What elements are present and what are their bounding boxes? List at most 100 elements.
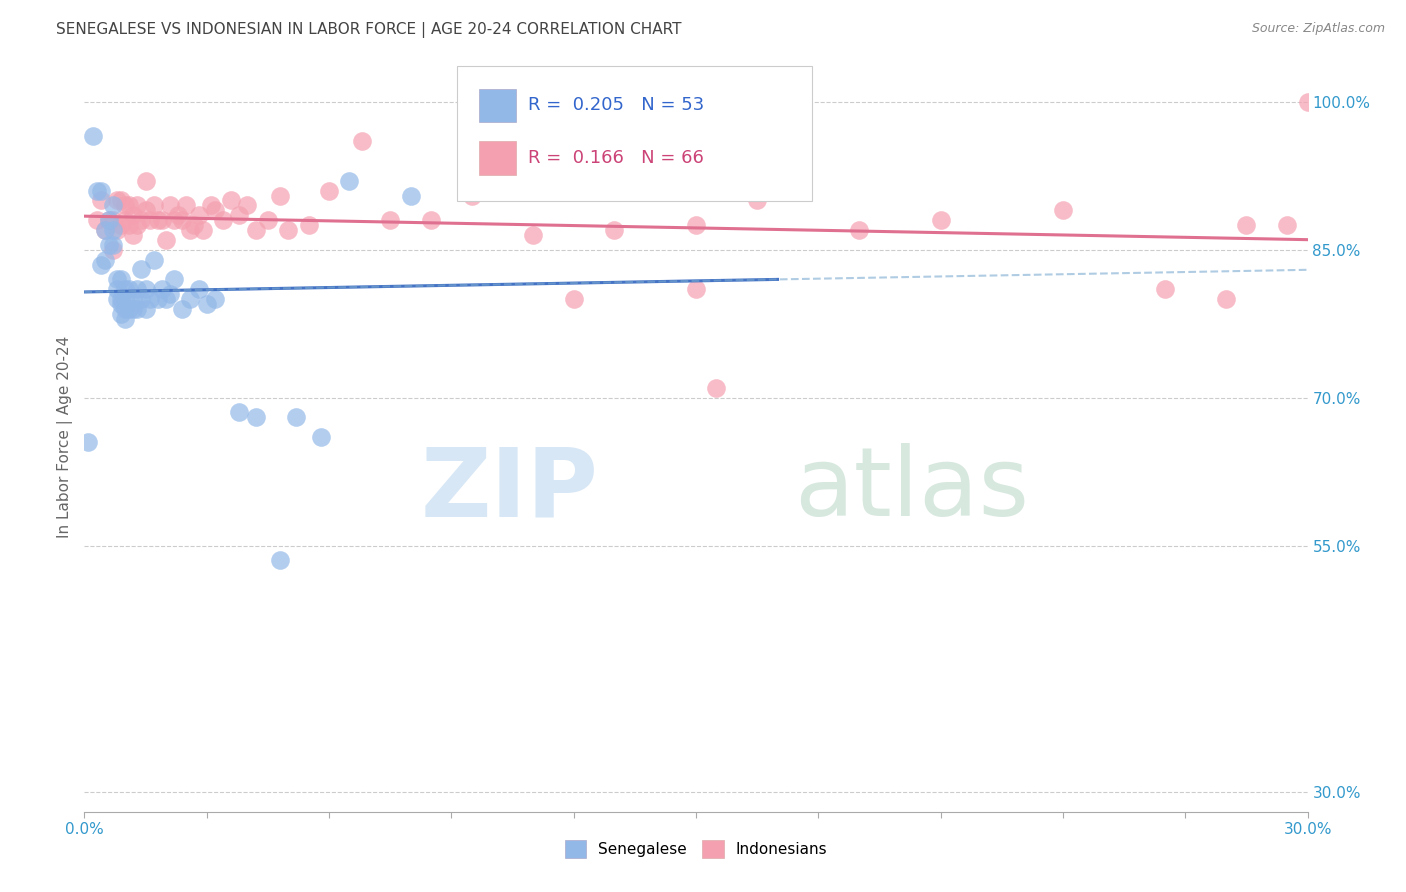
- Point: [127, 218, 149, 232]
- Point: [90, 194, 112, 208]
- Text: R =  0.166   N = 66: R = 0.166 N = 66: [529, 149, 704, 167]
- Point: [93, 223, 115, 237]
- Point: [93, 252, 115, 267]
- Point: [257, 213, 280, 227]
- Point: [110, 272, 132, 286]
- FancyBboxPatch shape: [457, 66, 813, 201]
- Legend: Senegalese, Indonesians: Senegalese, Indonesians: [558, 834, 834, 864]
- Point: [163, 213, 186, 227]
- Point: [105, 223, 128, 237]
- Point: [131, 292, 153, 306]
- Point: [122, 227, 145, 242]
- Point: [114, 213, 136, 227]
- FancyBboxPatch shape: [479, 141, 516, 175]
- Point: [174, 198, 197, 212]
- Point: [122, 208, 145, 222]
- Point: [747, 194, 769, 208]
- Point: [562, 292, 585, 306]
- Point: [105, 272, 128, 286]
- Point: [159, 198, 181, 212]
- Point: [204, 292, 226, 306]
- Point: [172, 213, 194, 227]
- Point: [159, 287, 181, 301]
- Point: [766, 134, 789, 148]
- Point: [101, 223, 124, 237]
- Point: [277, 223, 299, 237]
- Point: [118, 301, 141, 316]
- Point: [1296, 95, 1319, 109]
- Point: [155, 292, 177, 306]
- Point: [522, 227, 544, 242]
- Point: [86, 213, 108, 227]
- FancyBboxPatch shape: [479, 88, 516, 122]
- Point: [114, 292, 136, 306]
- Point: [97, 213, 120, 227]
- Point: [1236, 218, 1258, 232]
- Point: [101, 213, 124, 227]
- Point: [1277, 218, 1299, 232]
- Point: [1215, 292, 1237, 306]
- Point: [245, 223, 267, 237]
- Point: [142, 252, 165, 267]
- Point: [135, 282, 157, 296]
- Point: [122, 301, 145, 316]
- Point: [1052, 203, 1074, 218]
- Point: [138, 213, 160, 227]
- Point: [318, 184, 340, 198]
- Point: [135, 301, 157, 316]
- Point: [339, 174, 361, 188]
- Point: [114, 311, 136, 326]
- Point: [380, 213, 402, 227]
- Point: [269, 553, 291, 567]
- Text: SENEGALESE VS INDONESIAN IN LABOR FORCE | AGE 20-24 CORRELATION CHART: SENEGALESE VS INDONESIAN IN LABOR FORCE …: [56, 22, 682, 38]
- Point: [179, 292, 201, 306]
- Point: [131, 213, 153, 227]
- Point: [195, 297, 218, 311]
- Point: [122, 292, 145, 306]
- Point: [212, 213, 235, 227]
- Point: [93, 223, 115, 237]
- Text: atlas: atlas: [794, 443, 1029, 536]
- Point: [118, 198, 141, 212]
- Point: [97, 213, 120, 227]
- Point: [110, 218, 132, 232]
- Point: [114, 301, 136, 316]
- Point: [131, 262, 153, 277]
- Point: [97, 237, 120, 252]
- Point: [86, 184, 108, 198]
- Point: [183, 218, 205, 232]
- Point: [269, 188, 291, 202]
- Point: [105, 194, 128, 208]
- Point: [114, 282, 136, 296]
- Point: [101, 198, 124, 212]
- Text: Source: ZipAtlas.com: Source: ZipAtlas.com: [1251, 22, 1385, 36]
- Point: [110, 297, 132, 311]
- Point: [167, 208, 190, 222]
- Point: [127, 301, 149, 316]
- Point: [461, 188, 484, 202]
- Point: [228, 208, 250, 222]
- Point: [298, 218, 321, 232]
- Point: [187, 282, 209, 296]
- Point: [138, 292, 160, 306]
- Point: [127, 282, 149, 296]
- Point: [420, 213, 443, 227]
- Point: [155, 233, 177, 247]
- Point: [399, 188, 422, 202]
- Point: [187, 208, 209, 222]
- Point: [150, 213, 173, 227]
- Point: [110, 307, 132, 321]
- Point: [191, 223, 214, 237]
- Point: [146, 213, 169, 227]
- Point: [101, 237, 124, 252]
- Point: [101, 243, 124, 257]
- Point: [236, 198, 259, 212]
- Point: [142, 198, 165, 212]
- Point: [204, 203, 226, 218]
- Point: [245, 410, 267, 425]
- Point: [228, 405, 250, 419]
- Point: [105, 292, 128, 306]
- Point: [350, 134, 373, 148]
- Point: [706, 381, 728, 395]
- Point: [135, 174, 157, 188]
